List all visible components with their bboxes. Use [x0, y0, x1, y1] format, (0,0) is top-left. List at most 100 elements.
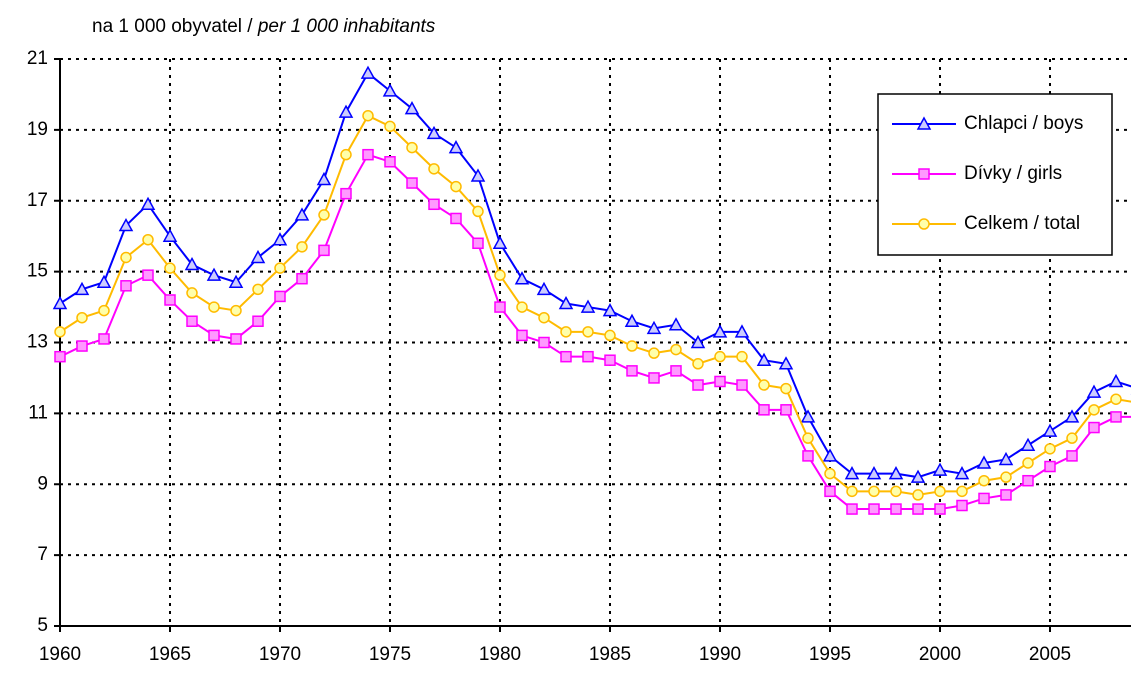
marker [120, 280, 132, 292]
marker [450, 212, 462, 225]
marker [472, 205, 484, 218]
marker [1000, 471, 1012, 483]
marker [1088, 421, 1100, 434]
marker [164, 262, 176, 274]
marker [206, 267, 222, 281]
marker [294, 207, 310, 221]
marker [120, 251, 132, 264]
marker [428, 163, 440, 175]
marker [780, 404, 792, 416]
marker [912, 489, 924, 501]
marker [472, 237, 484, 250]
marker [626, 365, 638, 377]
marker [426, 125, 442, 140]
marker [822, 448, 838, 462]
marker [208, 329, 220, 342]
marker [1022, 457, 1034, 469]
marker [448, 140, 464, 154]
marker [362, 148, 374, 161]
x-tick-label: 2005 [1029, 644, 1071, 665]
marker [976, 455, 992, 469]
y-tick-label: 15 [27, 261, 48, 282]
marker [582, 350, 594, 363]
y-tick-label: 17 [27, 190, 48, 211]
marker [1110, 393, 1122, 405]
marker [494, 269, 506, 281]
marker [340, 148, 352, 161]
marker [756, 352, 772, 366]
marker [778, 356, 794, 370]
marker [1066, 432, 1078, 444]
marker [934, 485, 946, 498]
marker [272, 232, 288, 246]
x-tick-label: 1985 [589, 644, 631, 665]
marker [538, 336, 550, 349]
unit-label: na 1 000 obyvatel / per 1 000 inhabitant… [92, 16, 436, 37]
marker [382, 83, 398, 97]
marker [690, 334, 706, 349]
marker [868, 503, 880, 515]
marker [142, 233, 154, 246]
marker [318, 209, 330, 221]
marker [646, 320, 662, 335]
marker [668, 317, 684, 331]
marker [252, 283, 264, 296]
marker [274, 262, 286, 274]
marker [604, 354, 616, 366]
marker [932, 462, 948, 476]
marker [866, 466, 882, 480]
x-tick-label: 1965 [149, 644, 191, 665]
marker [338, 104, 354, 118]
y-tick-label: 9 [37, 473, 48, 494]
marker [162, 228, 178, 242]
marker [1110, 411, 1122, 423]
marker [560, 350, 572, 363]
x-tick-label: 1990 [699, 644, 741, 665]
marker [780, 382, 792, 395]
x-tick-label: 1995 [809, 644, 851, 665]
marker [956, 499, 968, 512]
marker [868, 485, 880, 498]
marker [492, 235, 508, 250]
marker [74, 281, 90, 296]
marker [910, 469, 926, 483]
marker [918, 168, 930, 180]
y-tick-label: 5 [37, 615, 48, 636]
marker [318, 244, 330, 257]
marker [1044, 443, 1056, 455]
marker [516, 329, 528, 342]
marker [1022, 474, 1034, 487]
marker [538, 311, 550, 324]
marker [626, 340, 638, 352]
legend-label: Chlapci / boys [964, 113, 1083, 134]
marker [54, 350, 66, 363]
marker [714, 350, 726, 363]
unit-label-italic: per 1 000 inhabitants [257, 16, 436, 37]
marker [230, 304, 242, 317]
marker [362, 109, 374, 122]
marker [1000, 489, 1012, 501]
marker [1020, 437, 1036, 452]
marker [670, 343, 682, 356]
marker [692, 379, 704, 391]
marker [648, 347, 660, 359]
marker [560, 326, 572, 338]
marker [670, 365, 682, 377]
marker [802, 450, 814, 462]
marker [428, 198, 440, 211]
marker [98, 304, 110, 317]
marker [118, 217, 134, 232]
legend-label: Celkem / total [964, 213, 1080, 234]
marker [954, 466, 970, 480]
marker [692, 358, 704, 370]
marker [494, 301, 506, 313]
marker [340, 187, 352, 200]
x-tick-label: 1970 [259, 644, 301, 665]
marker [890, 503, 902, 515]
marker [736, 350, 748, 363]
x-tick-label: 1960 [39, 644, 81, 665]
marker [384, 156, 396, 168]
marker [1044, 460, 1056, 473]
marker [96, 274, 112, 289]
marker [296, 241, 308, 253]
